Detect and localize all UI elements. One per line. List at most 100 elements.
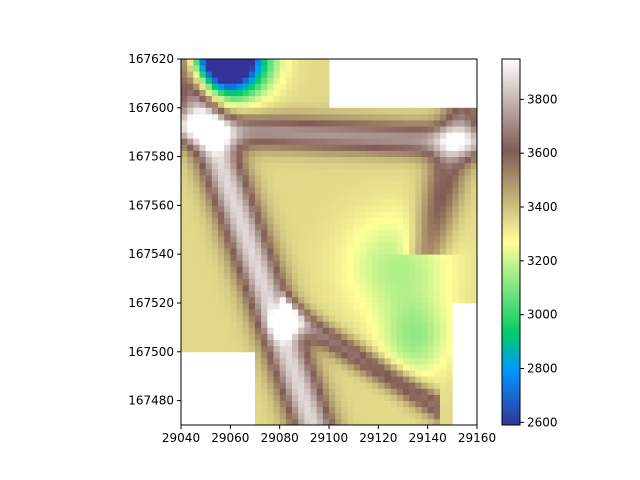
raster-cell (421, 412, 429, 420)
raster-cell (261, 333, 268, 340)
raster-cell (366, 156, 373, 164)
raster-cell (187, 345, 194, 353)
raster-cell (390, 120, 398, 127)
raster-cell (421, 327, 429, 334)
raster-cell (322, 242, 330, 249)
raster-cell (359, 418, 367, 425)
raster-cell (224, 132, 231, 139)
raster-cell (230, 83, 237, 90)
raster-cell (378, 174, 385, 182)
raster-cell (322, 290, 330, 298)
raster-cell (396, 229, 404, 237)
raster-cell (409, 254, 416, 261)
raster-cell (273, 95, 281, 103)
raster-cell (446, 168, 453, 176)
raster-cell (446, 357, 453, 365)
x-tick-label: 29160 (458, 431, 496, 445)
raster-cell (322, 266, 330, 273)
y-axis: 1674801675001675201675401675601675801676… (128, 52, 181, 408)
raster-cell (224, 162, 231, 170)
raster-cell (322, 89, 330, 96)
raster-cell (403, 321, 410, 328)
raster-cell (267, 303, 274, 310)
raster-cell (322, 284, 330, 292)
raster-cell (335, 248, 342, 255)
raster-cell (329, 345, 336, 353)
raster-cell (255, 162, 262, 170)
raster-cell (384, 156, 392, 164)
raster-cell (199, 309, 207, 316)
raster-cell (181, 260, 188, 267)
raster-cell (267, 138, 274, 145)
raster-cell (359, 120, 367, 127)
raster-cell (359, 406, 367, 414)
raster-cell (433, 364, 441, 371)
raster-cell (359, 284, 367, 292)
raster-cell (193, 174, 200, 182)
raster-cell (366, 345, 373, 353)
raster-cell (199, 242, 207, 249)
raster-cell (205, 272, 213, 279)
raster-cell (316, 266, 324, 273)
raster-cell (396, 321, 404, 328)
raster-cell (433, 394, 441, 401)
raster-cell (409, 217, 416, 225)
raster-cell (384, 126, 392, 133)
raster-tile (181, 107, 330, 353)
raster-cell (366, 113, 373, 121)
raster-cell (403, 339, 410, 347)
raster-cell (359, 168, 367, 176)
raster-cell (279, 254, 287, 261)
raster-cell (427, 162, 435, 170)
raster-cell (464, 229, 472, 237)
raster-cell (372, 229, 379, 237)
raster-cell (372, 327, 379, 334)
raster-cell (267, 144, 274, 151)
raster-cell (322, 394, 330, 401)
raster-cell (310, 315, 318, 322)
raster-cell (335, 126, 342, 133)
raster-cell (261, 327, 268, 334)
raster-cell (285, 89, 293, 96)
raster-cell (211, 132, 219, 139)
raster-cell (230, 266, 237, 273)
raster-cell (378, 345, 385, 353)
raster-cell (396, 260, 404, 267)
raster-cell (452, 144, 459, 151)
raster-cell (335, 211, 342, 218)
raster-cell (329, 309, 336, 316)
raster-cell (267, 364, 274, 371)
raster-cell (384, 181, 392, 188)
raster-cell (359, 290, 367, 298)
raster-cell (292, 400, 299, 408)
raster-cell (366, 272, 373, 279)
raster-cell (211, 59, 219, 66)
raster-cell (440, 107, 447, 115)
raster-cell (384, 260, 392, 267)
raster-cell (378, 150, 385, 157)
raster-cell (322, 327, 330, 334)
raster-cell (205, 132, 213, 139)
raster-cell (347, 278, 355, 286)
raster-cell (298, 168, 305, 176)
raster-cell (403, 412, 410, 420)
raster-cell (218, 144, 225, 151)
raster-cell (187, 168, 194, 176)
raster-cell (433, 260, 441, 267)
raster-cell (255, 211, 262, 218)
raster-cell (452, 284, 459, 292)
raster-cell (421, 126, 429, 133)
raster-cell (236, 162, 244, 170)
raster-cell (298, 107, 305, 115)
raster-cell (440, 278, 447, 286)
raster-cell (261, 248, 268, 255)
raster-cell (396, 345, 404, 353)
raster-cell (298, 296, 305, 304)
raster-cell (279, 345, 287, 353)
raster-cell (329, 138, 336, 145)
raster-cell (218, 339, 225, 347)
raster-cell (285, 364, 293, 371)
raster-cell (470, 132, 477, 139)
raster-cell (199, 187, 207, 194)
raster-cell (261, 235, 268, 243)
